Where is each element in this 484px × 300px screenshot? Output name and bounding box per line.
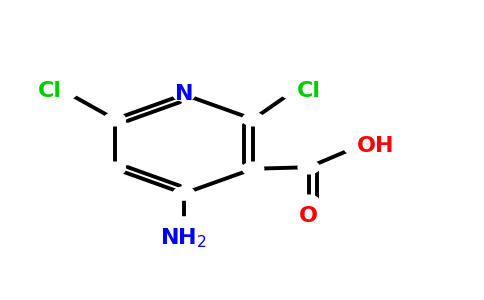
Circle shape bbox=[344, 141, 365, 154]
Circle shape bbox=[56, 85, 77, 99]
Text: Cl: Cl bbox=[38, 81, 61, 101]
Circle shape bbox=[298, 195, 319, 208]
Text: NH$_2$: NH$_2$ bbox=[160, 226, 208, 250]
Circle shape bbox=[298, 161, 319, 174]
Circle shape bbox=[104, 162, 125, 175]
Circle shape bbox=[242, 112, 264, 126]
Text: OH: OH bbox=[357, 136, 394, 156]
Text: Cl: Cl bbox=[297, 81, 320, 101]
Circle shape bbox=[281, 85, 302, 99]
Text: O: O bbox=[299, 206, 318, 226]
Circle shape bbox=[173, 217, 195, 230]
Circle shape bbox=[104, 112, 125, 126]
Circle shape bbox=[173, 187, 195, 200]
Circle shape bbox=[242, 162, 264, 175]
Circle shape bbox=[173, 88, 195, 101]
Text: N: N bbox=[175, 85, 193, 104]
